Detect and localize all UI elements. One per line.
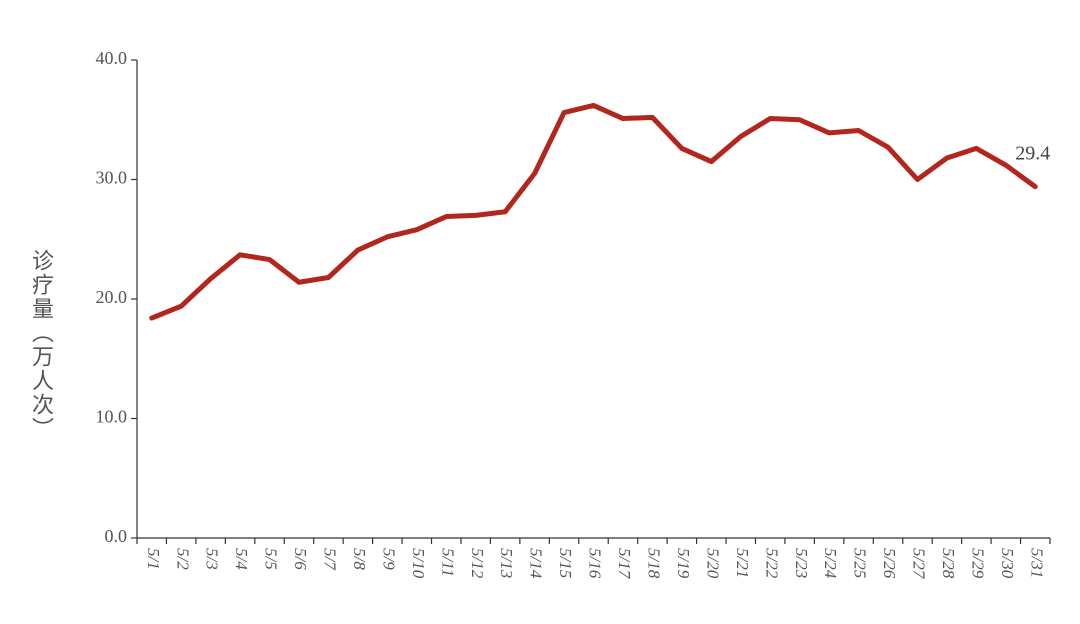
y-tick-label: 40.0 [96, 48, 128, 68]
x-tick-label: 5/17 [615, 548, 634, 580]
x-tick-label: 5/18 [644, 548, 663, 579]
x-tick-label: 5/14 [527, 548, 546, 579]
data-label: 29.4 [1015, 142, 1050, 164]
x-tick-label: 5/11 [438, 548, 457, 577]
x-tick-label: 5/5 [262, 548, 281, 570]
x-tick-label: 5/27 [910, 548, 929, 580]
y-tick-label: 10.0 [96, 407, 128, 427]
x-tick-label: 5/30 [998, 548, 1017, 579]
x-tick-label: 5/4 [232, 548, 251, 570]
y-axis-label: 诊疗量（万人次） [28, 249, 54, 441]
y-tick-label: 0.0 [105, 526, 128, 546]
x-tick-label: 5/1 [144, 548, 163, 570]
x-tick-label: 5/19 [674, 548, 693, 579]
x-tick-label: 5/25 [851, 548, 870, 578]
x-tick-label: 5/16 [586, 548, 605, 579]
x-tick-label: 5/8 [350, 548, 369, 570]
x-tick-label: 5/10 [409, 548, 428, 579]
x-tick-label: 5/28 [939, 548, 958, 579]
x-tick-label: 5/13 [497, 548, 516, 578]
y-tick-label: 20.0 [96, 287, 128, 307]
x-tick-label: 5/9 [379, 548, 398, 570]
x-tick-label: 5/7 [321, 548, 340, 571]
x-tick-label: 5/20 [703, 548, 722, 579]
x-tick-label: 5/26 [880, 548, 899, 579]
x-tick-label: 5/22 [762, 548, 781, 579]
x-tick-label: 5/31 [1027, 548, 1046, 578]
x-tick-label: 5/12 [468, 548, 487, 579]
x-tick-label: 5/2 [173, 548, 192, 570]
x-tick-label: 5/21 [733, 548, 752, 578]
x-tick-label: 5/15 [556, 548, 575, 578]
y-tick-label: 30.0 [96, 168, 128, 188]
x-tick-label: 5/3 [203, 548, 222, 570]
x-tick-label: 5/6 [291, 548, 310, 570]
x-tick-label: 5/23 [792, 548, 811, 578]
x-tick-label: 5/24 [821, 548, 840, 579]
x-tick-label: 5/29 [968, 548, 987, 579]
line-series [149, 102, 1038, 321]
